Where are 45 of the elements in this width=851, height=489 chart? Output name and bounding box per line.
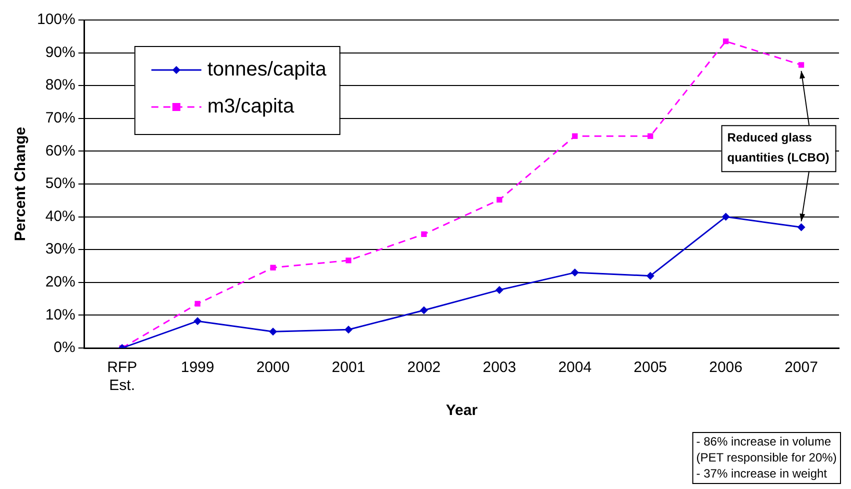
point [420,306,428,314]
y-tick-label: 60% [45,142,76,160]
point [722,38,729,44]
y-axis-title: Percent Change [12,126,30,242]
y-tick-label: 100% [36,11,76,28]
point [570,268,579,277]
point [572,133,578,139]
y-tick-label: 70% [45,110,76,127]
x-tick-label: 2001 [332,359,366,376]
x-axis-title: Year [446,402,478,420]
point [722,212,730,221]
y-tick-label: 40% [45,208,76,225]
x-tick-label: 2004 [558,359,592,376]
point [797,223,806,232]
y-tick-label: 80% [45,76,76,94]
point [421,231,427,238]
y-tick-label: 20% [45,274,76,291]
y-tick-label: 50% [45,175,76,192]
x-tick-label: 2000 [256,359,290,376]
x-tick-label: RFP Est. [107,359,138,394]
point [646,272,654,280]
point [496,196,502,203]
x-tick-label: 2003 [482,359,516,376]
y-tick-label: 0% [54,339,76,356]
text: - 86% increase in volume (PET responsible for 20%) - 37% increase in weight [696,434,837,480]
point [194,317,202,326]
point [495,286,504,294]
legend-label: tonnes/capita [207,58,328,81]
legend-label: m3/capita [207,96,295,118]
point [346,258,352,264]
y-tick-label: 90% [45,44,76,61]
x-tick-label: 1999 [180,359,214,376]
x-tick-label: 2005 [634,359,668,376]
point [270,264,276,270]
x-tick-label: 2007 [784,359,818,376]
point [344,326,352,334]
y-tick-label: 10% [45,306,76,324]
x-tick-label: 2002 [407,359,441,376]
point [269,328,278,336]
x-tick-label: 2006 [709,359,742,376]
point [648,133,654,139]
point [194,300,200,307]
annotation: Reduced glass quantities (LCBO) [727,130,830,164]
y-tick-label: 30% [45,240,76,258]
point [798,62,804,68]
